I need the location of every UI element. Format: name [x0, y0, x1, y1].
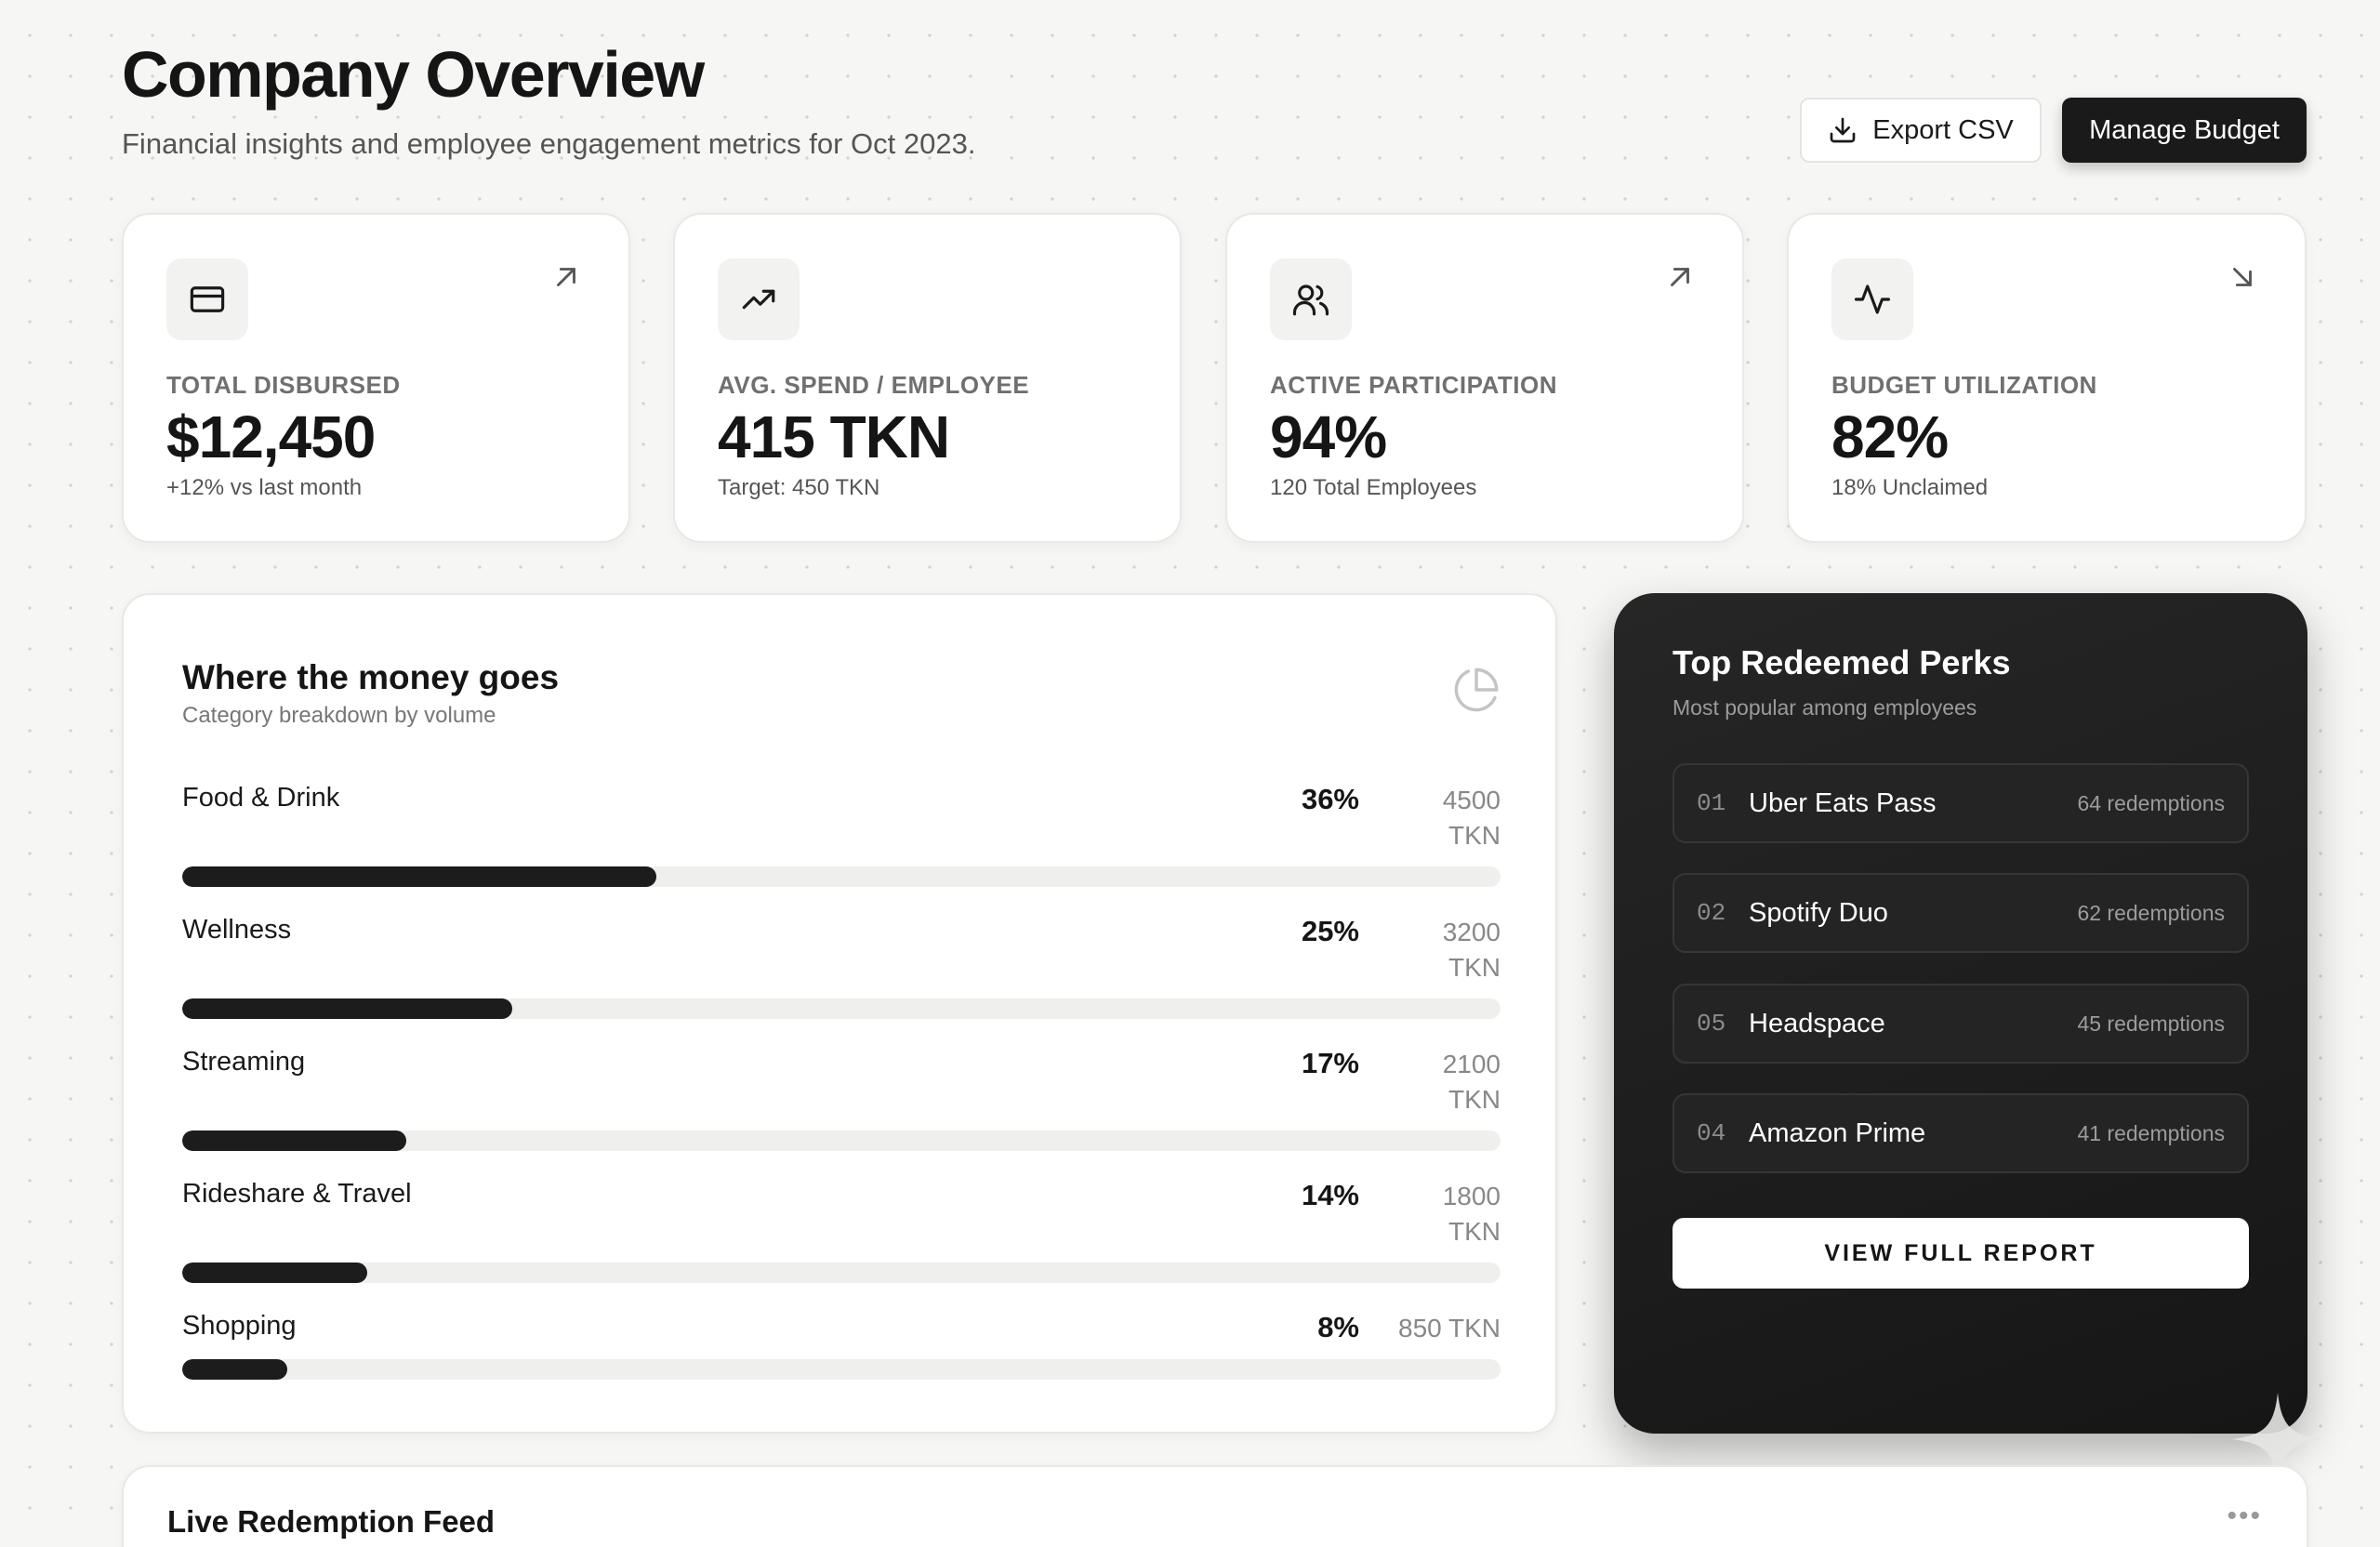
export-csv-button[interactable]: Export CSV — [1800, 98, 2042, 163]
stat-card-budget-utilization: BUDGET UTILIZATION 82% 18% Unclaimed — [1787, 213, 2307, 543]
feed-title: Live Redemption Feed — [167, 1504, 496, 1539]
perk-name: Headspace — [1749, 1008, 1885, 1038]
category-row: Rideshare & Travel 14% 1800 TKN — [182, 1179, 1501, 1300]
category-bar-track — [182, 998, 1501, 1019]
stat-card-active-participation: ACTIVE PARTICIPATION 94% 120 Total Emplo… — [1225, 213, 1744, 543]
credit-card-icon — [190, 286, 225, 312]
category-name: Streaming — [182, 1047, 306, 1077]
perk-rank: 01 — [1697, 789, 1726, 817]
perk-count: 62 redemptions — [2077, 900, 2225, 925]
category-row: Shopping 8% 850 TKN — [182, 1311, 1501, 1395]
category-percent: 36% — [1301, 783, 1359, 815]
category-breakdown-card: Where the money goes Category breakdown … — [122, 593, 1557, 1434]
export-csv-label: Export CSV — [1872, 114, 2014, 145]
perks-title: Top Redeemed Perks — [1673, 643, 2011, 681]
view-full-report-button[interactable]: VIEW FULL REPORT — [1673, 1218, 2249, 1289]
stat-value: 415 TKN — [718, 403, 950, 470]
stat-value: 94% — [1270, 403, 1387, 470]
category-amount: 3200 TKN — [1442, 918, 1501, 982]
category-bar-track — [182, 1130, 1501, 1151]
page-subtitle: Financial insights and employee engageme… — [122, 127, 976, 160]
perk-name: Amazon Prime — [1749, 1117, 1926, 1148]
stat-sub: Target: 450 TKN — [718, 475, 880, 500]
download-icon — [1830, 117, 1856, 143]
stat-value: 82% — [1831, 403, 1949, 470]
perk-item[interactable]: 04 Amazon Prime 41 redemptions — [1673, 1093, 2249, 1173]
category-row: Streaming 17% 2100 TKN — [182, 1047, 1501, 1168]
perk-item[interactable]: 05 Headspace 45 redemptions — [1673, 984, 2249, 1064]
perk-rank: 02 — [1697, 899, 1726, 927]
page-title: Company Overview — [122, 38, 705, 111]
stat-card-avg-spend: AVG. SPEND / EMPLOYEE 415 TKN Target: 45… — [673, 213, 1182, 543]
stat-label: BUDGET UTILIZATION — [1831, 371, 2097, 399]
perk-count: 64 redemptions — [2077, 790, 2225, 815]
category-bar-track — [182, 1359, 1501, 1380]
category-percent: 25% — [1301, 915, 1359, 947]
stat-label: AVG. SPEND / EMPLOYEE — [718, 371, 1030, 399]
category-title: Where the money goes — [182, 658, 560, 696]
category-percent: 8% — [1317, 1311, 1359, 1343]
category-name: Shopping — [182, 1311, 297, 1341]
category-name: Rideshare & Travel — [182, 1179, 412, 1209]
category-amount: 1800 TKN — [1442, 1182, 1501, 1246]
category-bar-fill — [182, 1130, 407, 1151]
category-percent: 17% — [1301, 1047, 1359, 1079]
perk-count: 41 redemptions — [2077, 1120, 2225, 1145]
category-amount: 850 TKN — [1398, 1314, 1501, 1342]
category-bar-fill — [182, 866, 657, 887]
perk-count: 45 redemptions — [2077, 1011, 2225, 1036]
stat-sub: +12% vs last month — [166, 475, 363, 500]
category-percent: 14% — [1301, 1179, 1359, 1211]
category-amount: 4500 TKN — [1442, 786, 1501, 850]
category-subtitle: Category breakdown by volume — [182, 703, 496, 728]
category-row: Wellness 25% 3200 TKN — [182, 915, 1501, 1036]
stat-label: ACTIVE PARTICIPATION — [1270, 371, 1557, 399]
manage-budget-button[interactable]: Manage Budget — [2062, 98, 2307, 163]
category-bar-track — [182, 1263, 1501, 1283]
perks-subtitle: Most popular among employees — [1673, 695, 1977, 720]
arrow-up-right-icon — [1671, 268, 1689, 286]
stat-label: TOTAL DISBURSED — [166, 371, 401, 399]
perk-item[interactable]: 01 Uber Eats Pass 64 redemptions — [1673, 763, 2249, 843]
perk-rank: 04 — [1697, 1119, 1726, 1147]
perk-name: Spotify Duo — [1749, 897, 1888, 928]
sparkle-icon — [2231, 1393, 2324, 1486]
manage-budget-label: Manage Budget — [2089, 114, 2280, 145]
users-icon — [1292, 284, 1329, 316]
live-redemption-feed-card: Live Redemption Feed ••• — [122, 1465, 2308, 1547]
arrow-up-right-icon — [557, 268, 575, 286]
category-amount: 2100 TKN — [1442, 1050, 1501, 1114]
top-perks-card: Top Redeemed Perks Most popular among em… — [1614, 593, 2307, 1434]
pie-chart-icon[interactable] — [1452, 666, 1501, 714]
category-bar-fill — [182, 1359, 288, 1380]
activity-icon — [1854, 284, 1891, 314]
arrow-down-right-icon — [2233, 268, 2252, 286]
stat-sub: 120 Total Employees — [1270, 475, 1477, 500]
category-bar-track — [182, 866, 1501, 887]
perk-rank: 05 — [1697, 1010, 1726, 1038]
category-bar-fill — [182, 998, 512, 1019]
perk-item[interactable]: 02 Spotify Duo 62 redemptions — [1673, 873, 2249, 953]
stat-sub: 18% Unclaimed — [1831, 475, 1989, 500]
category-name: Food & Drink — [182, 783, 340, 813]
perk-name: Uber Eats Pass — [1749, 787, 1937, 818]
trending-up-icon — [742, 289, 775, 310]
category-row: Food & Drink 36% 4500 TKN — [182, 783, 1501, 904]
stat-card-total-disbursed: TOTAL DISBURSED $12,450 +12% vs last mon… — [122, 213, 630, 543]
stat-value: $12,450 — [166, 403, 376, 470]
category-name: Wellness — [182, 915, 292, 945]
category-bar-fill — [182, 1263, 367, 1283]
more-options-icon[interactable]: ••• — [2227, 1501, 2262, 1531]
